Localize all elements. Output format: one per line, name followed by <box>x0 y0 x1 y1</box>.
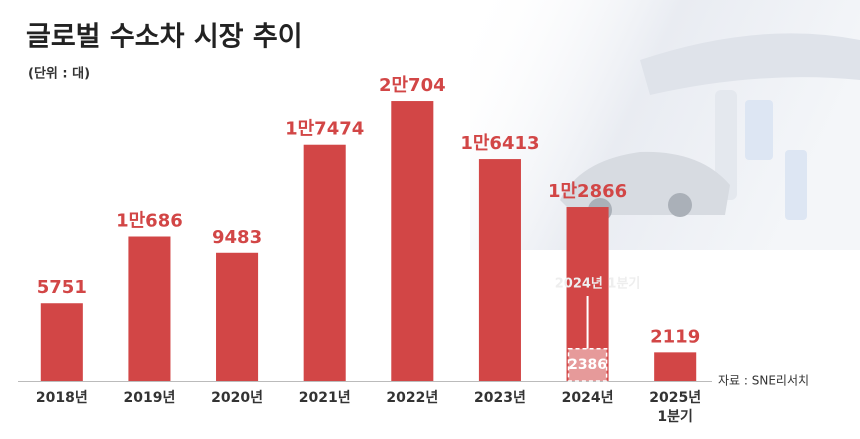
x-tick-label: 2018년 <box>35 390 88 406</box>
annotation-value: 2386 <box>568 357 607 373</box>
chart-subtitle: (단위 : 대) <box>28 66 90 82</box>
value-label: 1만686 <box>116 211 183 232</box>
source-note: 자료 : SNE리서치 <box>718 374 809 388</box>
bar <box>478 159 521 381</box>
bar <box>216 252 259 381</box>
value-label: 9483 <box>212 227 262 248</box>
x-tick-label: 2025년 1분기 <box>649 390 702 425</box>
value-label: 2119 <box>650 326 700 347</box>
x-tick-label: 2020년 <box>211 390 263 406</box>
value-label: 1만6413 <box>460 133 539 154</box>
value-label: 5751 <box>37 277 87 298</box>
x-tick-label: 2021년 <box>298 390 351 406</box>
x-tick-label: 2024년 <box>561 390 614 406</box>
bar <box>654 352 697 381</box>
annotation-label: 2024년 1분기 <box>555 277 641 292</box>
annotation-bar <box>567 347 608 382</box>
bar <box>303 144 346 381</box>
bar <box>391 101 434 382</box>
x-tick-label: 2023년 <box>474 390 526 406</box>
background-illustration <box>470 0 860 250</box>
chart-title: 글로벌 수소차 시장 추이 <box>26 22 303 53</box>
x-tick-label: 2019년 <box>123 390 176 406</box>
x-tick-label: 2022년 <box>386 390 439 406</box>
value-label: 1만2866 <box>548 181 627 202</box>
bar <box>128 236 171 381</box>
value-label: 1만7474 <box>285 119 364 140</box>
value-label: 2만704 <box>379 75 446 96</box>
bar <box>40 303 83 381</box>
